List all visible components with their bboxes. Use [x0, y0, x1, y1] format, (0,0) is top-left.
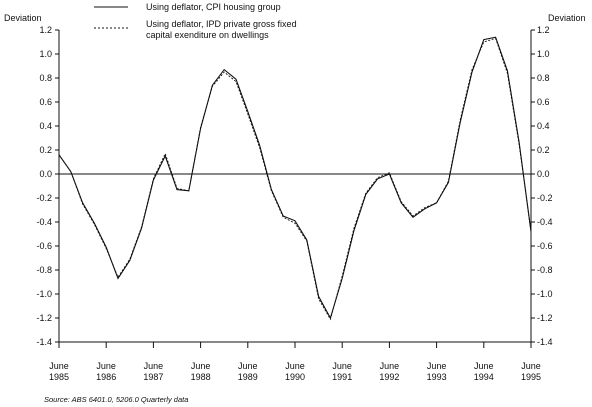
left-axis-title: Deviation	[4, 13, 42, 23]
y-tick-label-right: -0.6	[537, 241, 553, 251]
series-line-ipd-dwellings	[58, 37, 532, 321]
x-tick-label-month: June	[474, 361, 494, 371]
legend-entry-ipd-dwellings-line1: Using deflator, IPD private gross fixed	[146, 19, 297, 29]
x-tick-label-year: 1993	[427, 372, 447, 382]
y-tick-label-left: -0.2	[36, 193, 52, 203]
source-note: Source: ABS 6401.0, 5206.0 Quarterly dat…	[44, 395, 188, 404]
y-tick-label-left: -0.4	[36, 217, 52, 227]
x-tick-label-month: June	[332, 361, 352, 371]
x-tick-label-month: June	[49, 361, 69, 371]
series-lines	[58, 36, 532, 321]
y-tick-label-right: 0.8	[537, 73, 550, 83]
y-tick-label-left: 0.0	[39, 169, 52, 179]
y-tick-label-left: 1.0	[39, 49, 52, 59]
x-tick-label-month: June	[427, 361, 447, 371]
y-tick-label-right: 1.2	[537, 25, 550, 35]
x-tick-label-month: June	[380, 361, 400, 371]
x-tick-label-month: June	[521, 361, 541, 371]
y-tick-label-left: -0.6	[36, 241, 52, 251]
y-tick-label-left: 0.8	[39, 73, 52, 83]
y-tick-label-left: -0.8	[36, 265, 52, 275]
y-tick-label-left: 0.6	[39, 97, 52, 107]
x-tick-label-year: 1990	[285, 372, 305, 382]
y-tick-label-left: 1.2	[39, 25, 52, 35]
y-tick-label-right: 0.4	[537, 121, 550, 131]
legend-entry-cpi-housing: Using deflator, CPI housing group	[146, 2, 281, 12]
x-tick-label-year: 1995	[521, 372, 541, 382]
y-tick-label-left: -1.4	[36, 337, 52, 347]
x-tick-label-month: June	[144, 361, 164, 371]
y-tick-label-right: 0.2	[537, 145, 550, 155]
x-tick-label-year: 1992	[379, 372, 399, 382]
y-tick-label-right: 0.6	[537, 97, 550, 107]
y-axis-ticks: 1.2 1.2 1.0 1.0 0.8 0.8 0.6 0.6 0.4 0.4 0.2 0.2 0.0 0…	[36, 25, 552, 347]
y-tick-label-left: -1.0	[36, 289, 52, 299]
x-tick-label-year: 1987	[143, 372, 163, 382]
x-tick-label-month: June	[96, 361, 116, 371]
x-tick-label-year: 1988	[191, 372, 211, 382]
y-tick-label-right: 0.0	[537, 169, 550, 179]
x-tick-label-year: 1986	[96, 372, 116, 382]
x-tick-label-month: June	[238, 361, 258, 371]
series-line-cpi-housing	[58, 36, 532, 320]
y-tick-label-right: -1.4	[537, 337, 553, 347]
legend: Using deflator, CPI housing group Using …	[94, 2, 297, 40]
right-axis-title: Deviation	[548, 13, 586, 23]
y-tick-label-left: 0.2	[39, 145, 52, 155]
x-axis-ticks: June1985June1986June1987June1988June1989…	[49, 342, 541, 382]
y-tick-label-left: 0.4	[39, 121, 52, 131]
y-tick-label-right: -1.0	[537, 289, 553, 299]
x-tick-label-month: June	[191, 361, 211, 371]
y-tick-label-right: -1.2	[537, 313, 553, 323]
y-tick-label-right: -0.2	[537, 193, 553, 203]
y-tick-label-left: -1.2	[36, 313, 52, 323]
x-tick-label-year: 1985	[49, 372, 69, 382]
legend-entry-ipd-dwellings-line2: capital exenditure on dwellings	[146, 30, 269, 40]
x-tick-label-year: 1989	[238, 372, 258, 382]
x-tick-label-month: June	[285, 361, 305, 371]
x-tick-label-year: 1991	[332, 372, 352, 382]
x-tick-label-year: 1994	[474, 372, 494, 382]
y-tick-label-right: 1.0	[537, 49, 550, 59]
y-tick-label-right: -0.8	[537, 265, 553, 275]
y-tick-label-right: -0.4	[537, 217, 553, 227]
